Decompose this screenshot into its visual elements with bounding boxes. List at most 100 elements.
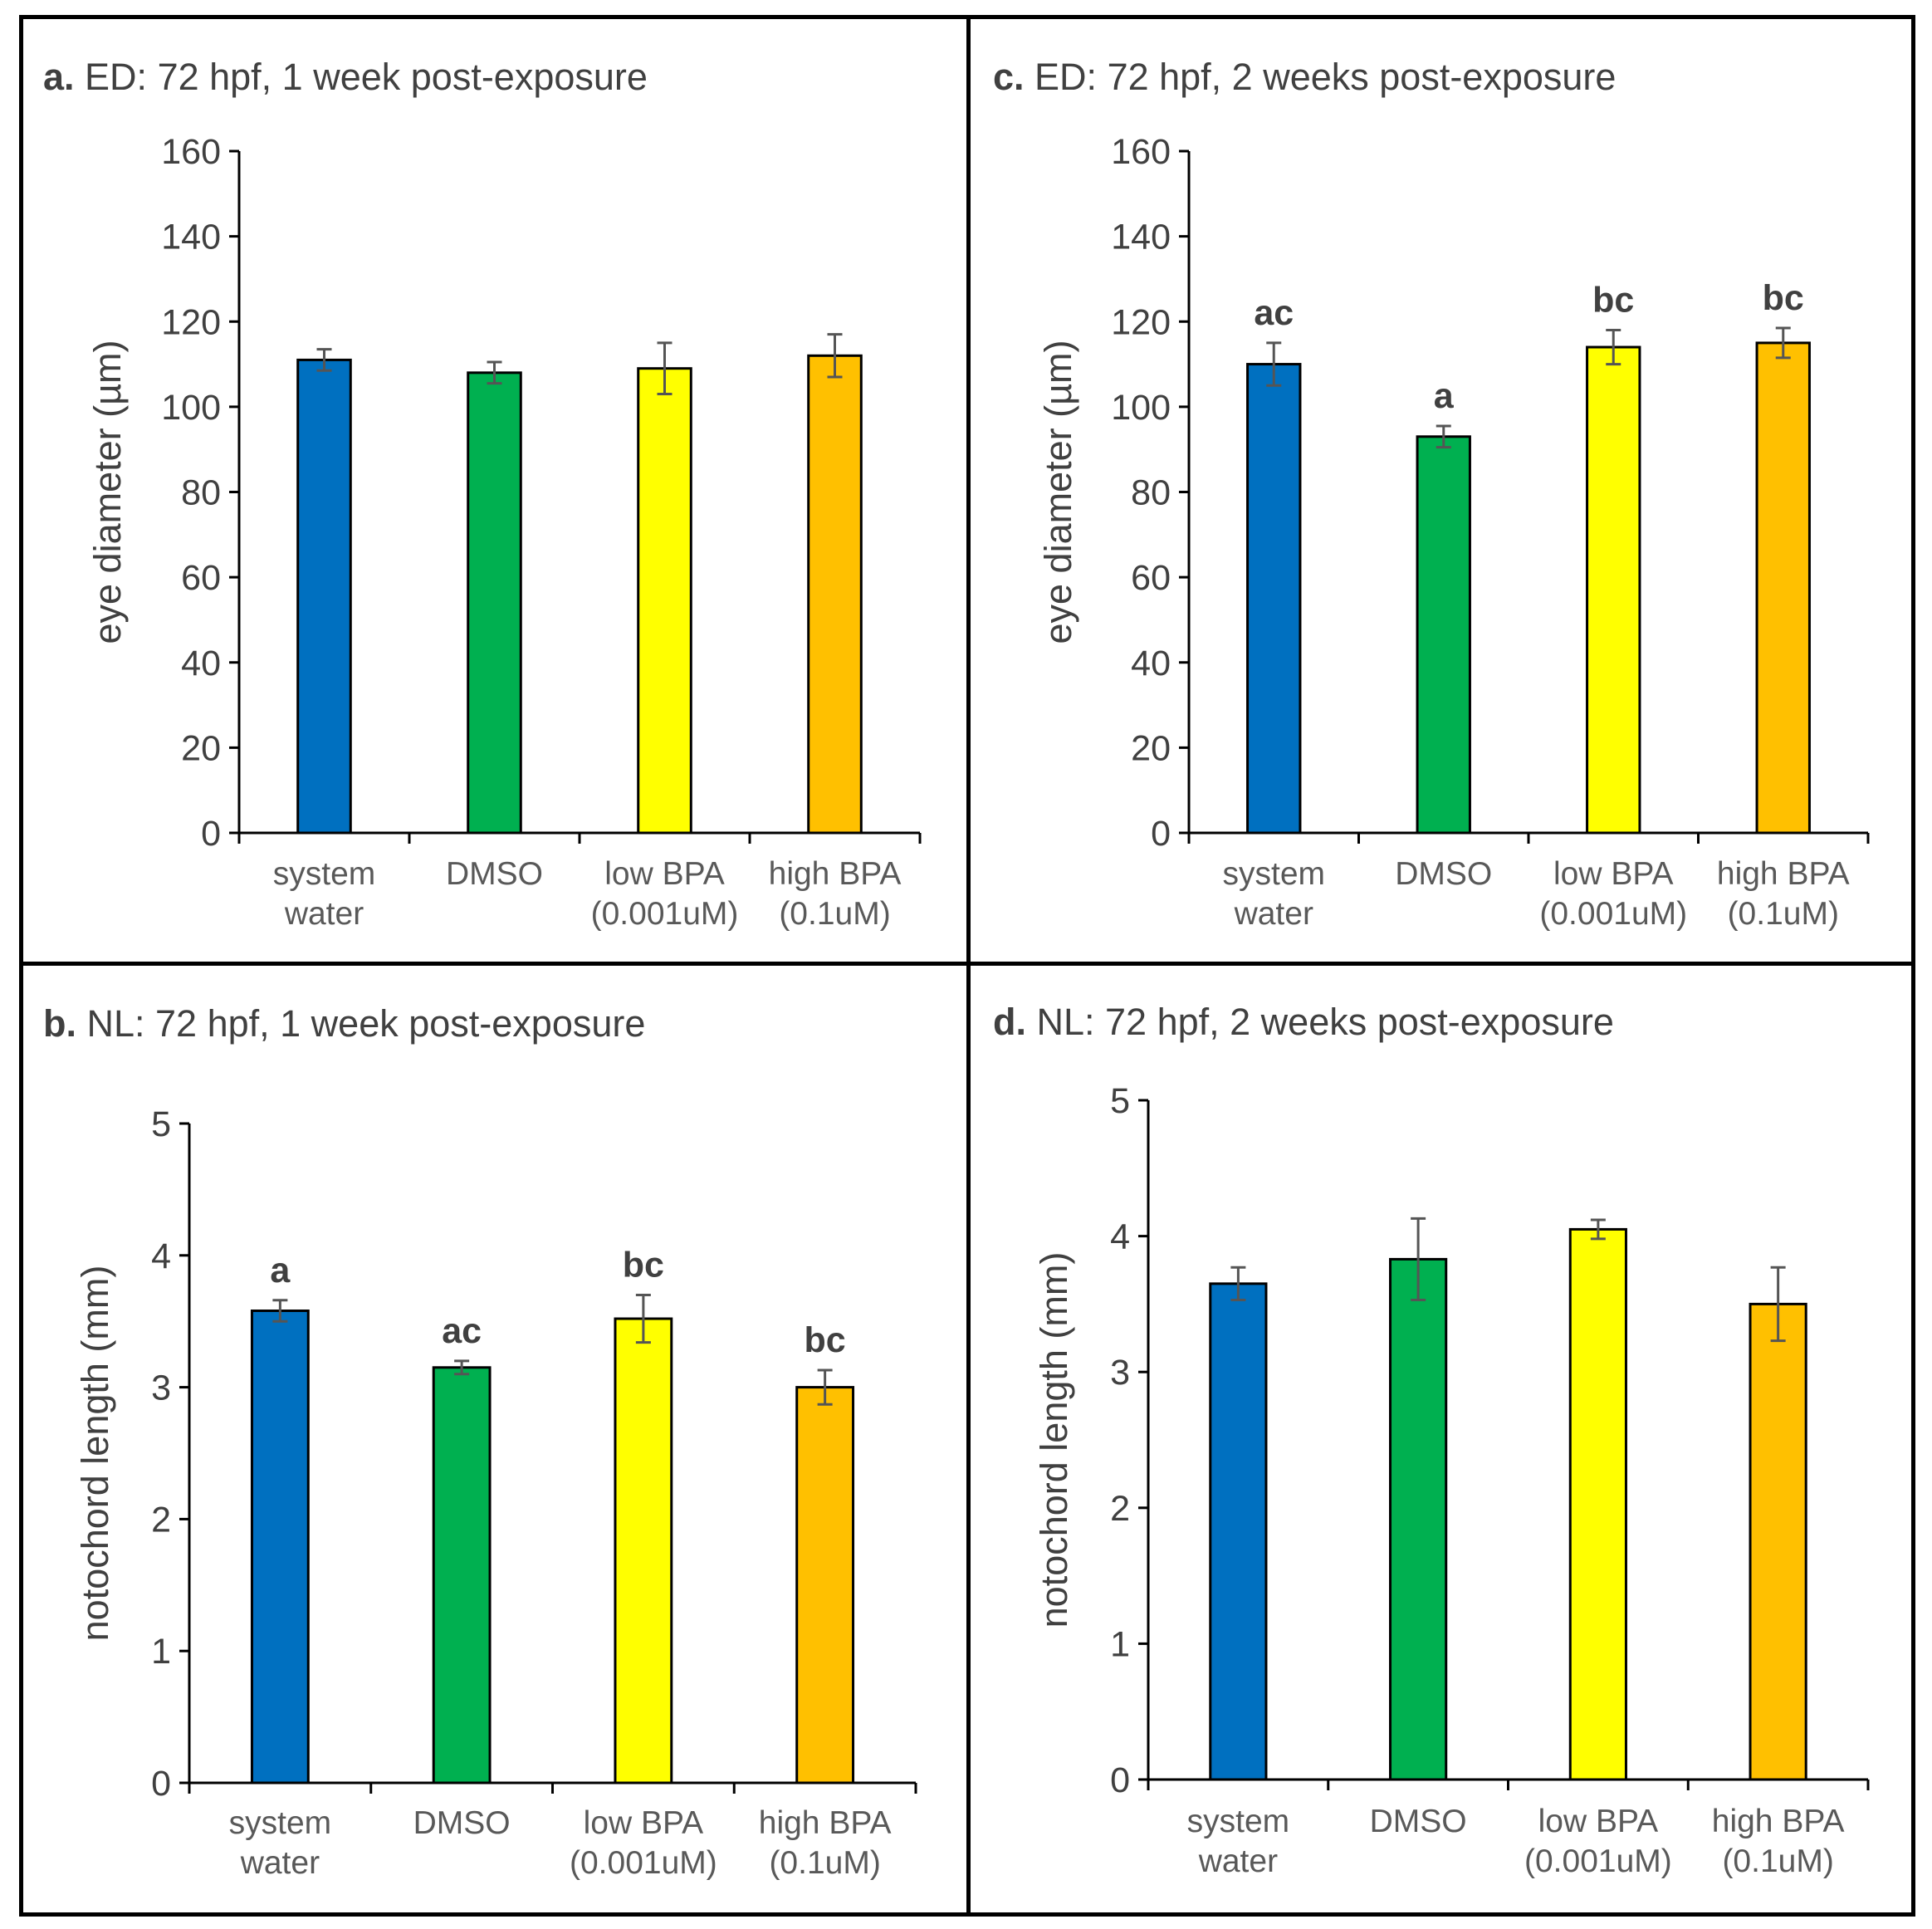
category-label-line2-b-3: (0.1uM): [769, 1845, 880, 1881]
y-tick-label-d-0: 0: [1110, 1760, 1130, 1800]
category-label-c-3: high BPA: [1717, 856, 1850, 892]
y-tick-label-d-1: 1: [1110, 1624, 1130, 1664]
y-tick-label-a-1: 20: [181, 728, 221, 768]
category-label-a-3: high BPA: [769, 856, 902, 892]
bar-d-2: [1568, 1227, 1627, 1781]
significance-label-b-0: a: [270, 1251, 291, 1290]
y-tick-label-a-0: 0: [201, 814, 221, 854]
panel-title-text-d: NL: 72 hpf, 2 weeks post-exposure: [1037, 1001, 1614, 1043]
category-label-d-3: high BPA: [1712, 1804, 1845, 1839]
significance-label-c-3: bc: [1763, 278, 1804, 318]
bar-b-2: [614, 1317, 673, 1785]
y-tick-label-b-2: 2: [151, 1500, 171, 1540]
panel-title-text-b: NL: 72 hpf, 1 week post-exposure: [87, 1002, 646, 1045]
category-label-line2-b-2: (0.001uM): [570, 1845, 717, 1881]
significance-label-c-0: ac: [1254, 293, 1294, 333]
y-tick-label-a-8: 160: [161, 132, 221, 172]
category-label-d-1: DMSO: [1370, 1804, 1467, 1839]
category-label-a-0: system: [273, 856, 376, 892]
y-axis-label-d: notochord length (mm): [1033, 1252, 1075, 1628]
significance-label-b-3: bc: [805, 1320, 846, 1360]
y-tick-label-a-3: 60: [181, 558, 221, 598]
category-label-line2-c-2: (0.001uM): [1539, 896, 1687, 932]
bar-c-1: [1416, 435, 1471, 835]
bar-d-1: [1389, 1257, 1448, 1781]
category-label-line2-a-3: (0.1uM): [779, 896, 890, 932]
category-label-d-0: system: [1187, 1804, 1290, 1839]
bar-c-2: [1586, 345, 1641, 835]
y-tick-label-c-0: 0: [1151, 814, 1171, 854]
bar-a-1: [467, 371, 522, 835]
y-axis-label-a: eye diameter (µm): [86, 340, 129, 644]
y-tick-label-b-1: 1: [151, 1632, 171, 1672]
panel-title-c: c. ED: 72 hpf, 2 weeks post-exposure: [993, 56, 1616, 98]
y-tick-label-d-3: 3: [1110, 1353, 1130, 1393]
bar-b-3: [795, 1386, 855, 1785]
panel-letter-b: b.: [43, 1002, 87, 1045]
y-tick-label-c-3: 60: [1131, 558, 1171, 598]
y-tick-label-c-5: 100: [1111, 388, 1171, 428]
y-axis-label-c: eye diameter (µm): [1037, 340, 1079, 644]
category-label-c-2: low BPA: [1553, 856, 1674, 892]
chart-panel-c: c. ED: 72 hpf, 2 weeks post-exposure eye …: [993, 56, 1870, 932]
category-label-a-2: low BPA: [604, 856, 725, 892]
panel-letter-d: d.: [993, 1001, 1037, 1043]
panel-title-d: d. NL: 72 hpf, 2 weeks post-exposure: [993, 1001, 1614, 1043]
y-tick-label-d-2: 2: [1110, 1489, 1130, 1529]
y-tick-label-a-5: 100: [161, 388, 221, 428]
panel-title-a: a. ED: 72 hpf, 1 week post-exposure: [43, 56, 648, 98]
significance-label-b-1: ac: [442, 1311, 482, 1351]
category-label-line2-c-3: (0.1uM): [1728, 896, 1839, 932]
category-label-line2-d-0: water: [1198, 1843, 1278, 1879]
panel-letter-c: c.: [993, 56, 1034, 98]
y-tick-label-b-5: 5: [151, 1104, 171, 1144]
category-label-line2-b-0: water: [240, 1845, 320, 1881]
panel-title-text-c: ED: 72 hpf, 2 weeks post-exposure: [1034, 56, 1616, 98]
category-label-b-1: DMSO: [413, 1805, 511, 1841]
y-tick-label-b-4: 4: [151, 1236, 171, 1276]
y-tick-label-b-3: 3: [151, 1368, 171, 1408]
bar-a-3: [807, 354, 863, 835]
category-label-d-2: low BPA: [1538, 1804, 1659, 1839]
significance-label-c-1: a: [1434, 376, 1455, 416]
y-tick-label-d-5: 5: [1110, 1081, 1130, 1121]
y-tick-label-a-6: 120: [161, 302, 221, 342]
bar-c-3: [1755, 341, 1811, 835]
bar-c-0: [1246, 363, 1302, 835]
category-label-b-3: high BPA: [759, 1805, 892, 1841]
category-label-b-0: system: [229, 1805, 332, 1841]
category-label-line2-d-3: (0.1uM): [1722, 1843, 1833, 1879]
chart-panel-a: a. ED: 72 hpf, 1 week post-exposure eye d…: [43, 56, 922, 932]
panel-frame-d: [966, 962, 1915, 1917]
category-label-c-0: system: [1222, 856, 1325, 892]
category-label-line2-a-0: water: [284, 896, 364, 932]
chart-panel-b: b. NL: 72 hpf, 1 week post-exposure notoc…: [43, 1002, 917, 1881]
y-tick-label-d-4: 4: [1110, 1217, 1130, 1257]
y-tick-label-c-4: 80: [1131, 473, 1171, 513]
y-tick-label-a-4: 80: [181, 473, 221, 513]
bar-a-0: [296, 358, 352, 835]
y-axis-label-b: notochord length (mm): [74, 1266, 116, 1642]
bar-d-3: [1749, 1302, 1807, 1781]
y-tick-label-a-7: 140: [161, 218, 221, 257]
chart-panel-d: d. NL: 72 hpf, 2 weeks post-exposure noto…: [993, 1001, 1870, 1879]
category-label-line2-a-2: (0.001uM): [591, 896, 739, 932]
category-label-a-1: DMSO: [446, 856, 543, 892]
bar-b-1: [432, 1366, 492, 1785]
bar-b-0: [250, 1309, 310, 1785]
category-label-line2-d-2: (0.001uM): [1524, 1843, 1672, 1879]
y-tick-label-a-2: 40: [181, 644, 221, 683]
category-label-b-2: low BPA: [584, 1805, 704, 1841]
significance-label-b-2: bc: [623, 1245, 664, 1285]
category-label-line2-c-0: water: [1234, 896, 1313, 932]
category-label-c-1: DMSO: [1395, 856, 1492, 892]
significance-label-c-2: bc: [1592, 281, 1634, 321]
bar-a-2: [637, 367, 692, 835]
panel-title-text-a: ED: 72 hpf, 1 week post-exposure: [85, 56, 648, 98]
y-tick-label-c-8: 160: [1111, 132, 1171, 172]
y-tick-label-c-2: 40: [1131, 644, 1171, 683]
panel-letter-a: a.: [43, 56, 85, 98]
y-tick-label-c-6: 120: [1111, 302, 1171, 342]
